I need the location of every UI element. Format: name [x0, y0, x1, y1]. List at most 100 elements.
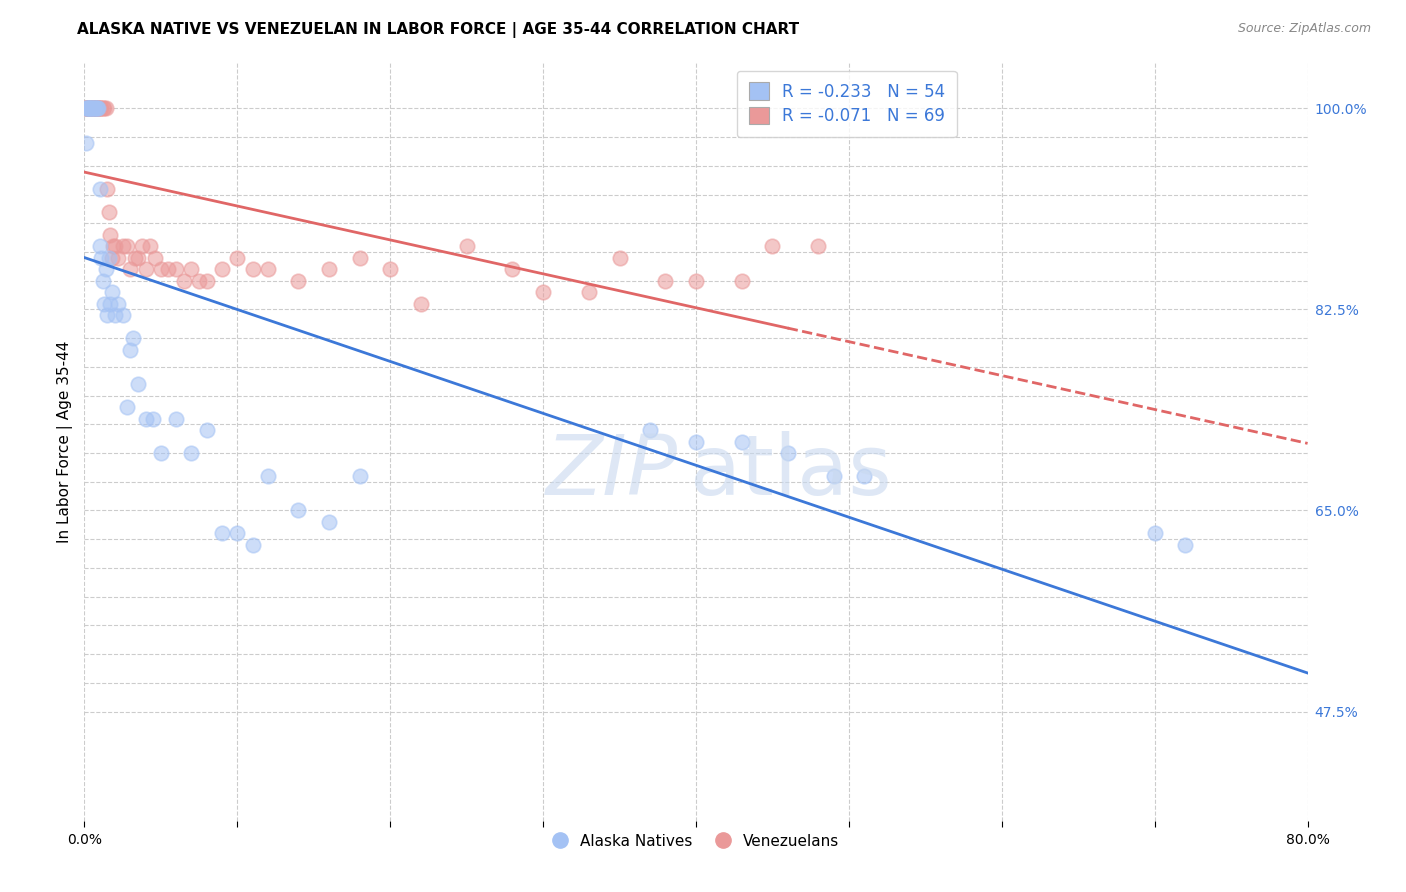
Point [380, 262, 402, 277]
Point [685, 434, 707, 449]
Point [90, 102, 112, 116]
Point [97, 251, 120, 265]
Point [349, 251, 371, 265]
Point [91, 102, 114, 116]
Point [79, 102, 101, 116]
Point [157, 262, 180, 277]
Point [115, 239, 138, 253]
Point [853, 469, 876, 483]
Point [142, 411, 165, 425]
Legend: Alaska Natives, Venezuelans: Alaska Natives, Venezuelans [547, 828, 845, 855]
Point [242, 538, 264, 552]
Point [101, 251, 124, 265]
Point [107, 296, 129, 310]
Point [77, 102, 100, 116]
Text: Source: ZipAtlas.com: Source: ZipAtlas.com [1237, 22, 1371, 36]
Point [195, 423, 218, 437]
Point [638, 423, 661, 437]
Point [76, 102, 98, 116]
Point [104, 239, 127, 253]
Point [80, 102, 103, 116]
Point [139, 239, 162, 253]
Point [84, 102, 107, 116]
Point [318, 262, 340, 277]
Point [349, 469, 371, 483]
Point [98, 296, 121, 310]
Point [761, 239, 783, 253]
Y-axis label: In Labor Force | Age 35-44: In Labor Force | Age 35-44 [58, 341, 73, 542]
Point [93, 296, 115, 310]
Point [80, 102, 103, 116]
Point [226, 526, 249, 541]
Point [84, 102, 107, 116]
Point [77, 102, 100, 116]
Point [83, 102, 105, 116]
Point [84, 102, 107, 116]
Point [87, 102, 110, 116]
Point [409, 296, 432, 310]
Point [86, 102, 108, 116]
Point [83, 102, 105, 116]
Point [98, 227, 121, 242]
Point [287, 503, 309, 517]
Point [89, 102, 111, 116]
Text: ZIP: ZIP [546, 432, 678, 512]
Point [1143, 526, 1166, 541]
Point [75, 102, 97, 116]
Point [80, 102, 103, 116]
Point [211, 526, 233, 541]
Point [257, 262, 280, 277]
Point [93, 102, 115, 116]
Point [90, 251, 112, 265]
Point [120, 262, 142, 277]
Point [211, 262, 233, 277]
Point [83, 102, 105, 116]
Point [165, 262, 187, 277]
Point [531, 285, 554, 300]
Point [111, 239, 134, 253]
Point [654, 274, 676, 288]
Point [77, 102, 100, 116]
Point [165, 411, 187, 425]
Point [80, 102, 103, 116]
Point [111, 308, 134, 322]
Point [776, 446, 799, 460]
Point [242, 262, 264, 277]
Point [149, 262, 172, 277]
Point [685, 274, 707, 288]
Point [173, 274, 195, 288]
Point [101, 285, 124, 300]
Point [609, 251, 631, 265]
Point [75, 102, 97, 116]
Point [79, 102, 101, 116]
Point [135, 262, 157, 277]
Point [124, 251, 146, 265]
Point [287, 274, 309, 288]
Point [120, 343, 142, 357]
Point [75, 102, 97, 116]
Point [122, 331, 145, 345]
Point [103, 239, 125, 253]
Point [115, 400, 138, 414]
Point [188, 274, 211, 288]
Point [91, 274, 114, 288]
Point [226, 251, 249, 265]
Point [149, 446, 172, 460]
Point [131, 239, 153, 253]
Point [79, 102, 101, 116]
Point [318, 515, 340, 529]
Point [89, 102, 111, 116]
Point [1174, 538, 1197, 552]
Point [86, 102, 108, 116]
Point [127, 377, 149, 392]
Point [96, 182, 118, 196]
Point [87, 102, 110, 116]
Point [77, 102, 100, 116]
Point [94, 262, 117, 277]
Point [180, 262, 202, 277]
Text: atlas: atlas [690, 432, 891, 512]
Point [76, 102, 98, 116]
Point [731, 434, 754, 449]
Point [97, 204, 120, 219]
Point [195, 274, 218, 288]
